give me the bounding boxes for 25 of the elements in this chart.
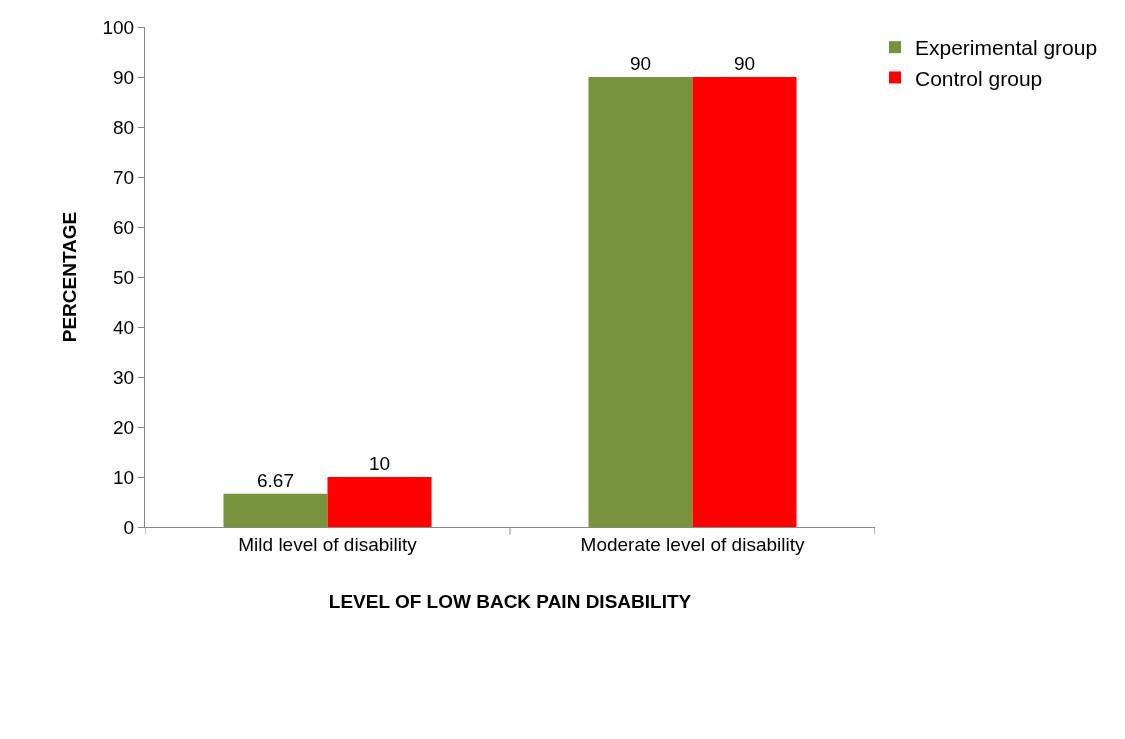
y-tick-label: 80 — [113, 116, 135, 138]
y-tick-label: 40 — [113, 316, 135, 338]
y-tick-label: 70 — [113, 166, 135, 188]
x-axis-title: LEVEL OF LOW BACK PAIN DISABILITY — [328, 590, 692, 612]
y-tick-label: 0 — [123, 516, 135, 538]
bar — [692, 77, 797, 527]
legend-label: Control group — [915, 66, 1043, 90]
y-tick-label: 20 — [113, 416, 135, 438]
data-label: 10 — [368, 453, 391, 474]
data-label: 90 — [733, 53, 756, 74]
y-tick-label: 100 — [102, 16, 135, 38]
bar — [588, 77, 693, 527]
bar — [327, 477, 432, 527]
y-tick-label: 50 — [113, 266, 135, 288]
y-axis-title: PERCENTAGE — [59, 211, 81, 343]
x-tick-label: Mild level of disability — [238, 533, 418, 555]
y-tick-label: 10 — [113, 466, 135, 488]
y-tick-label: 30 — [113, 366, 135, 388]
x-tick-label: Moderate level of disability — [580, 533, 805, 555]
data-label: 90 — [629, 53, 652, 74]
legend-label: Experimental group — [915, 36, 1098, 60]
y-tick-label: 60 — [113, 216, 135, 238]
y-tick-label: 90 — [113, 66, 135, 88]
bar — [223, 493, 328, 527]
data-label: 6.67 — [256, 469, 294, 491]
